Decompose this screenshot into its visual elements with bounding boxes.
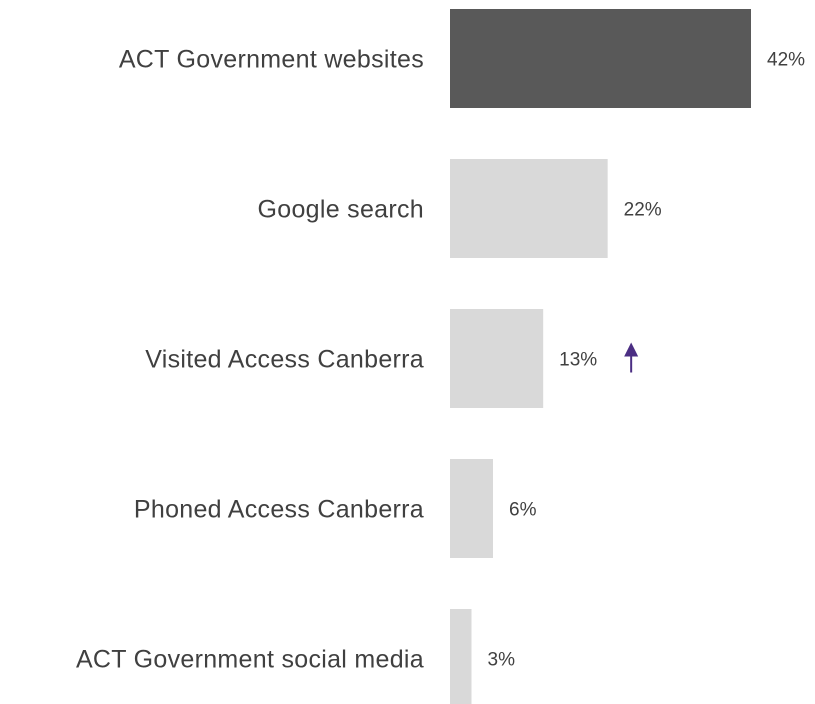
category-label: Google search — [258, 196, 425, 224]
up-arrow-icon — [624, 342, 639, 373]
bar-group: Phoned Access Canberra 6% — [134, 459, 537, 558]
bar-group: Visited Access Canberra 13% — [145, 309, 597, 408]
bar-group: Google search 22% — [258, 159, 662, 258]
value-label: 3% — [488, 650, 516, 671]
bar — [450, 309, 544, 408]
bar-group: ACT Government social media 3% — [76, 609, 515, 704]
category-label: Phoned Access Canberra — [134, 496, 424, 524]
value-label: 42% — [767, 50, 805, 71]
bar — [450, 159, 608, 258]
bar — [450, 459, 493, 558]
category-label: ACT Government websites — [119, 46, 424, 74]
category-label: Visited Access Canberra — [145, 346, 424, 374]
value-label: 6% — [509, 500, 537, 521]
bar-group: ACT Government websites 42% — [119, 9, 805, 108]
category-label: ACT Government social media — [76, 646, 424, 674]
value-label: 22% — [624, 200, 662, 221]
bar — [450, 9, 751, 108]
value-label: 13% — [559, 350, 597, 371]
bar — [450, 609, 472, 704]
